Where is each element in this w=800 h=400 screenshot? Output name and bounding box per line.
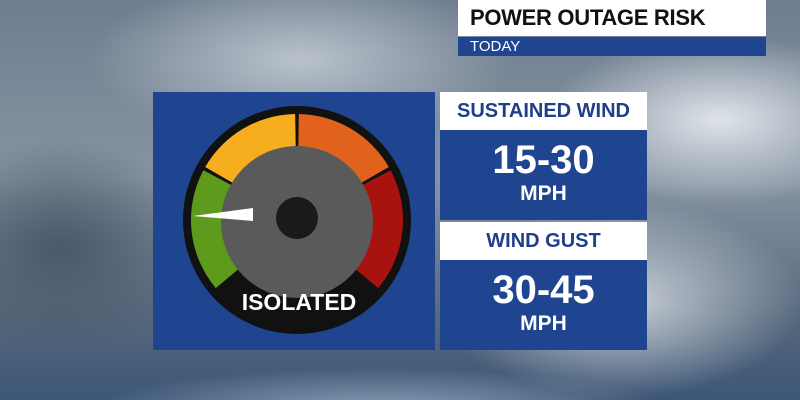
gauge-segment-yellow: [205, 114, 296, 185]
risk-level-label: ISOLATED: [242, 289, 357, 315]
sustained-wind-body: 15-30 MPH: [440, 130, 647, 220]
wind-gust-label: WIND GUST: [440, 222, 647, 260]
subtitle: TODAY: [470, 38, 521, 55]
wind-gust-unit: MPH: [520, 312, 567, 335]
wind-gust-value: 30-45: [492, 268, 595, 312]
gauge-segment-green: [191, 170, 244, 289]
sustained-wind-label: SUSTAINED WIND: [440, 92, 647, 130]
title-box: POWER OUTAGE RISK: [458, 0, 766, 36]
gauge-segment-orange: [298, 114, 389, 185]
gauge-panel: ISOLATED: [153, 92, 435, 350]
gauge-needle: [193, 208, 253, 221]
sustained-wind-unit: MPH: [520, 182, 567, 205]
risk-gauge: ISOLATED: [183, 106, 411, 334]
sustained-wind-card: SUSTAINED WIND 15-30 MPH: [440, 92, 647, 220]
gauge-center: [276, 197, 318, 239]
sustained-wind-value: 15-30: [492, 138, 595, 182]
wind-gust-card: WIND GUST 30-45 MPH: [440, 222, 647, 350]
page-title: POWER OUTAGE RISK: [470, 5, 706, 30]
subtitle-bar: TODAY: [458, 37, 766, 56]
gauge-segment-red: [350, 170, 403, 289]
wind-gust-body: 30-45 MPH: [440, 260, 647, 350]
